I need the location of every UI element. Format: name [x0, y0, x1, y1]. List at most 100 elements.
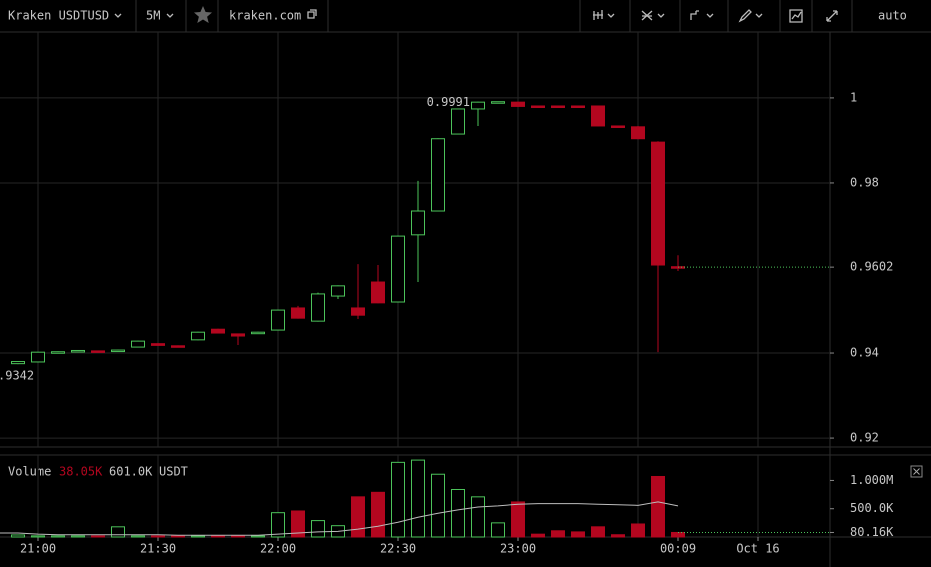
volume-bar: [431, 473, 445, 538]
dropdown-icon: [657, 13, 665, 18]
volume-legend-unit: USDT: [159, 465, 188, 479]
candle-body: [611, 125, 625, 128]
candle-body: [411, 210, 425, 236]
candle-body: [531, 105, 545, 108]
volume-bar: [291, 510, 305, 538]
volume-bar: [151, 535, 165, 538]
candle-body: [51, 351, 65, 354]
volume-bar: [571, 531, 585, 538]
volume-bar: [531, 533, 545, 538]
volume-ma-line: [0, 501, 679, 536]
candle-body: [431, 138, 445, 212]
dropdown-icon: [755, 13, 763, 18]
volume-bar: [91, 535, 105, 538]
last-price-label: 0.9602: [850, 260, 893, 274]
candle-body: [91, 350, 105, 353]
volume-legend-title: Volume: [8, 465, 51, 479]
volume-bar: [311, 520, 325, 538]
y2-tick-label: 500.0K: [850, 501, 894, 515]
volume-bar: [31, 535, 45, 538]
y2-tick-label: 80.16K: [850, 525, 894, 539]
volume-bar: [51, 535, 65, 538]
candle-body: [391, 235, 405, 303]
x-tick-label: 21:00: [20, 542, 56, 556]
volume-bar: [411, 459, 425, 538]
y-tick-label: 0.94: [850, 346, 879, 360]
volume-bar: [451, 488, 465, 538]
volume-bar: [651, 475, 665, 538]
scale-mode[interactable]: auto: [878, 9, 907, 23]
drawing-icon[interactable]: [738, 9, 752, 23]
close-pane-button[interactable]: [910, 465, 923, 478]
volume-bar: [251, 535, 265, 538]
candle-body: [231, 333, 245, 337]
candle-body: [551, 105, 565, 108]
candle-body: [131, 340, 145, 348]
volume-bar: [511, 501, 525, 538]
candle-body: [251, 331, 265, 335]
volume-bar: [111, 526, 125, 538]
candle-body: [631, 126, 645, 140]
source-link[interactable]: kraken.com: [229, 9, 301, 23]
volume-legend-last: 38.05K: [59, 465, 103, 479]
volume-bar: [551, 530, 565, 538]
candle-body: [571, 105, 585, 108]
symbol[interactable]: Kraken USDTUSD: [8, 9, 109, 23]
external-link-icon: [307, 9, 317, 19]
volume-bar: [191, 535, 205, 538]
candle-body: [651, 141, 665, 266]
candle-body: [311, 293, 325, 322]
candle-body: [471, 101, 485, 110]
x-tick-label: 23:00: [500, 542, 536, 556]
x-tick-label: 22:30: [380, 542, 416, 556]
volume-bar: [351, 496, 365, 538]
candle-body: [331, 285, 345, 297]
volume-bar: [11, 534, 25, 538]
volume-bar: [271, 512, 285, 538]
volume-bar: [131, 535, 145, 538]
volume-bar: [631, 523, 645, 538]
fullscreen-icon[interactable]: [826, 10, 838, 22]
close-icon: [913, 468, 920, 475]
candle-body: [71, 349, 85, 353]
candle-body: [371, 281, 385, 304]
screenshot-icon[interactable]: [789, 9, 803, 23]
y-tick-label: 0.92: [850, 431, 879, 445]
candle-body: [151, 343, 165, 346]
candle-body: [11, 361, 25, 365]
candle-body: [351, 307, 365, 316]
last-price-box: [831, 258, 931, 277]
interval[interactable]: 5M: [146, 9, 160, 23]
compare-icon[interactable]: [690, 10, 699, 20]
volume-bar: [611, 534, 625, 538]
y-tick-label: 1: [850, 90, 857, 104]
dropdown-icon: [114, 13, 122, 18]
chart-type-icon[interactable]: [593, 10, 603, 20]
x-tick-label: 22:00: [260, 542, 296, 556]
candle-body: [171, 345, 185, 348]
max-price-label: 0.9991: [427, 95, 470, 109]
x-tick-label: 21:30: [140, 542, 176, 556]
candle-body: [271, 309, 285, 331]
favorite-star[interactable]: [194, 6, 212, 23]
toolbar: Kraken USDTUSD 5M kraken.com auto: [0, 0, 931, 33]
candle-body: [111, 349, 125, 353]
candle-body: [491, 101, 505, 104]
volume-bar: [671, 531, 685, 538]
min-price-label: .9342: [0, 369, 34, 383]
y-tick-label: 0.98: [850, 175, 879, 189]
volume-bar: [71, 535, 85, 538]
x-tick-label: Oct 16: [736, 542, 779, 556]
indicators-icon[interactable]: [641, 10, 653, 21]
candle-body: [451, 108, 465, 135]
volume-bar: [471, 496, 485, 538]
volume-bar: [371, 491, 385, 538]
volume-bar: [591, 526, 605, 538]
candle-body: [591, 105, 605, 127]
volume-legend-ma: 601.0K: [109, 465, 153, 479]
dropdown-icon: [166, 13, 174, 18]
volume-bar: [491, 522, 505, 538]
candle-body: [191, 331, 205, 341]
